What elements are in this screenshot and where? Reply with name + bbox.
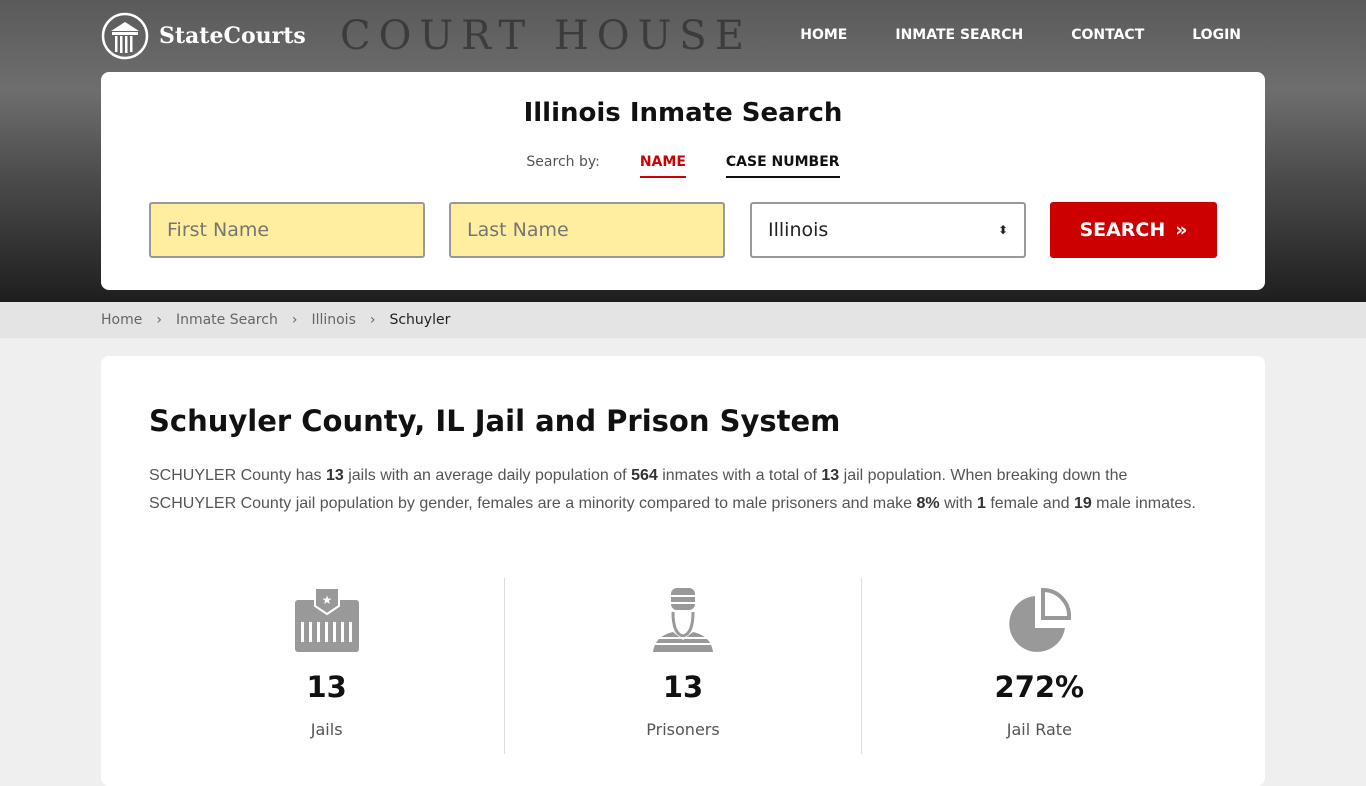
tab-case-number[interactable]: CASE NUMBER [725,154,840,178]
select-arrows-icon: ⬍ [997,223,1008,237]
stat-label: Prisoners [646,720,720,739]
tab-name[interactable]: NAME [639,154,686,178]
stat-value: 13 [662,670,704,704]
breadcrumb-current: Schuyler [389,312,451,328]
search-title: Illinois Inmate Search [523,98,843,128]
nav-login[interactable]: LOGIN [1192,27,1241,43]
stat-label: Jails [310,720,343,739]
nav-inmate-search[interactable]: INMATE SEARCH [895,27,1024,43]
nav-contact[interactable]: CONTACT [1071,27,1145,43]
chevron-right-icon: › [291,312,298,328]
double-chevron-right-icon: » [1175,219,1188,241]
chevron-right-icon: › [369,312,376,328]
breadcrumb-inmate-search[interactable]: Inmate Search [175,312,278,328]
search-card: Illinois Inmate Search Search by: NAME C… [101,72,1265,290]
search-button-label: SEARCH [1079,219,1166,241]
state-select[interactable]: Illinois ⬍ [750,202,1026,258]
breadcrumb-illinois[interactable]: Illinois [311,312,356,328]
logo-text: StateCourts [159,23,306,49]
search-button[interactable]: SEARCH » [1050,202,1217,258]
main-nav: HOME INMATE SEARCH CONTACT LOGIN [800,27,1241,43]
nav-home[interactable]: HOME [800,27,848,43]
stat-label: Jail Rate [1006,720,1072,739]
courthouse-logo-icon [101,12,149,60]
search-by-label: Search by: [526,154,600,170]
stat-jail-rate: 272% Jail Rate [862,578,1217,754]
page-title: Schuyler County, IL Jail and Prison Syst… [149,404,841,438]
hero-background-text: COURT HOUSE [340,13,752,59]
last-name-input[interactable] [449,202,725,258]
breadcrumb-home[interactable]: Home [101,312,143,328]
pie-chart-icon [1009,587,1072,652]
stat-value: 13 [306,670,347,704]
stat-prisoners: 13 Prisoners [505,578,862,754]
first-name-input[interactable] [149,202,425,258]
breadcrumb: Home › Inmate Search › Illinois › Schuyler [0,302,1366,338]
stat-jails: ★ 13 Jails [149,578,506,754]
chevron-right-icon: › [156,312,162,328]
jail-icon: ★ [294,587,359,652]
content-card: Schuyler County, IL Jail and Prison Syst… [101,356,1265,786]
state-select-value: Illinois [768,219,829,241]
svg-text:★: ★ [321,593,332,607]
summary-paragraph: SCHUYLER County has 13 jails with an ave… [149,467,1196,512]
stat-value: 272% [994,670,1085,704]
prisoner-icon [652,588,713,652]
logo[interactable]: StateCourts [101,12,306,60]
